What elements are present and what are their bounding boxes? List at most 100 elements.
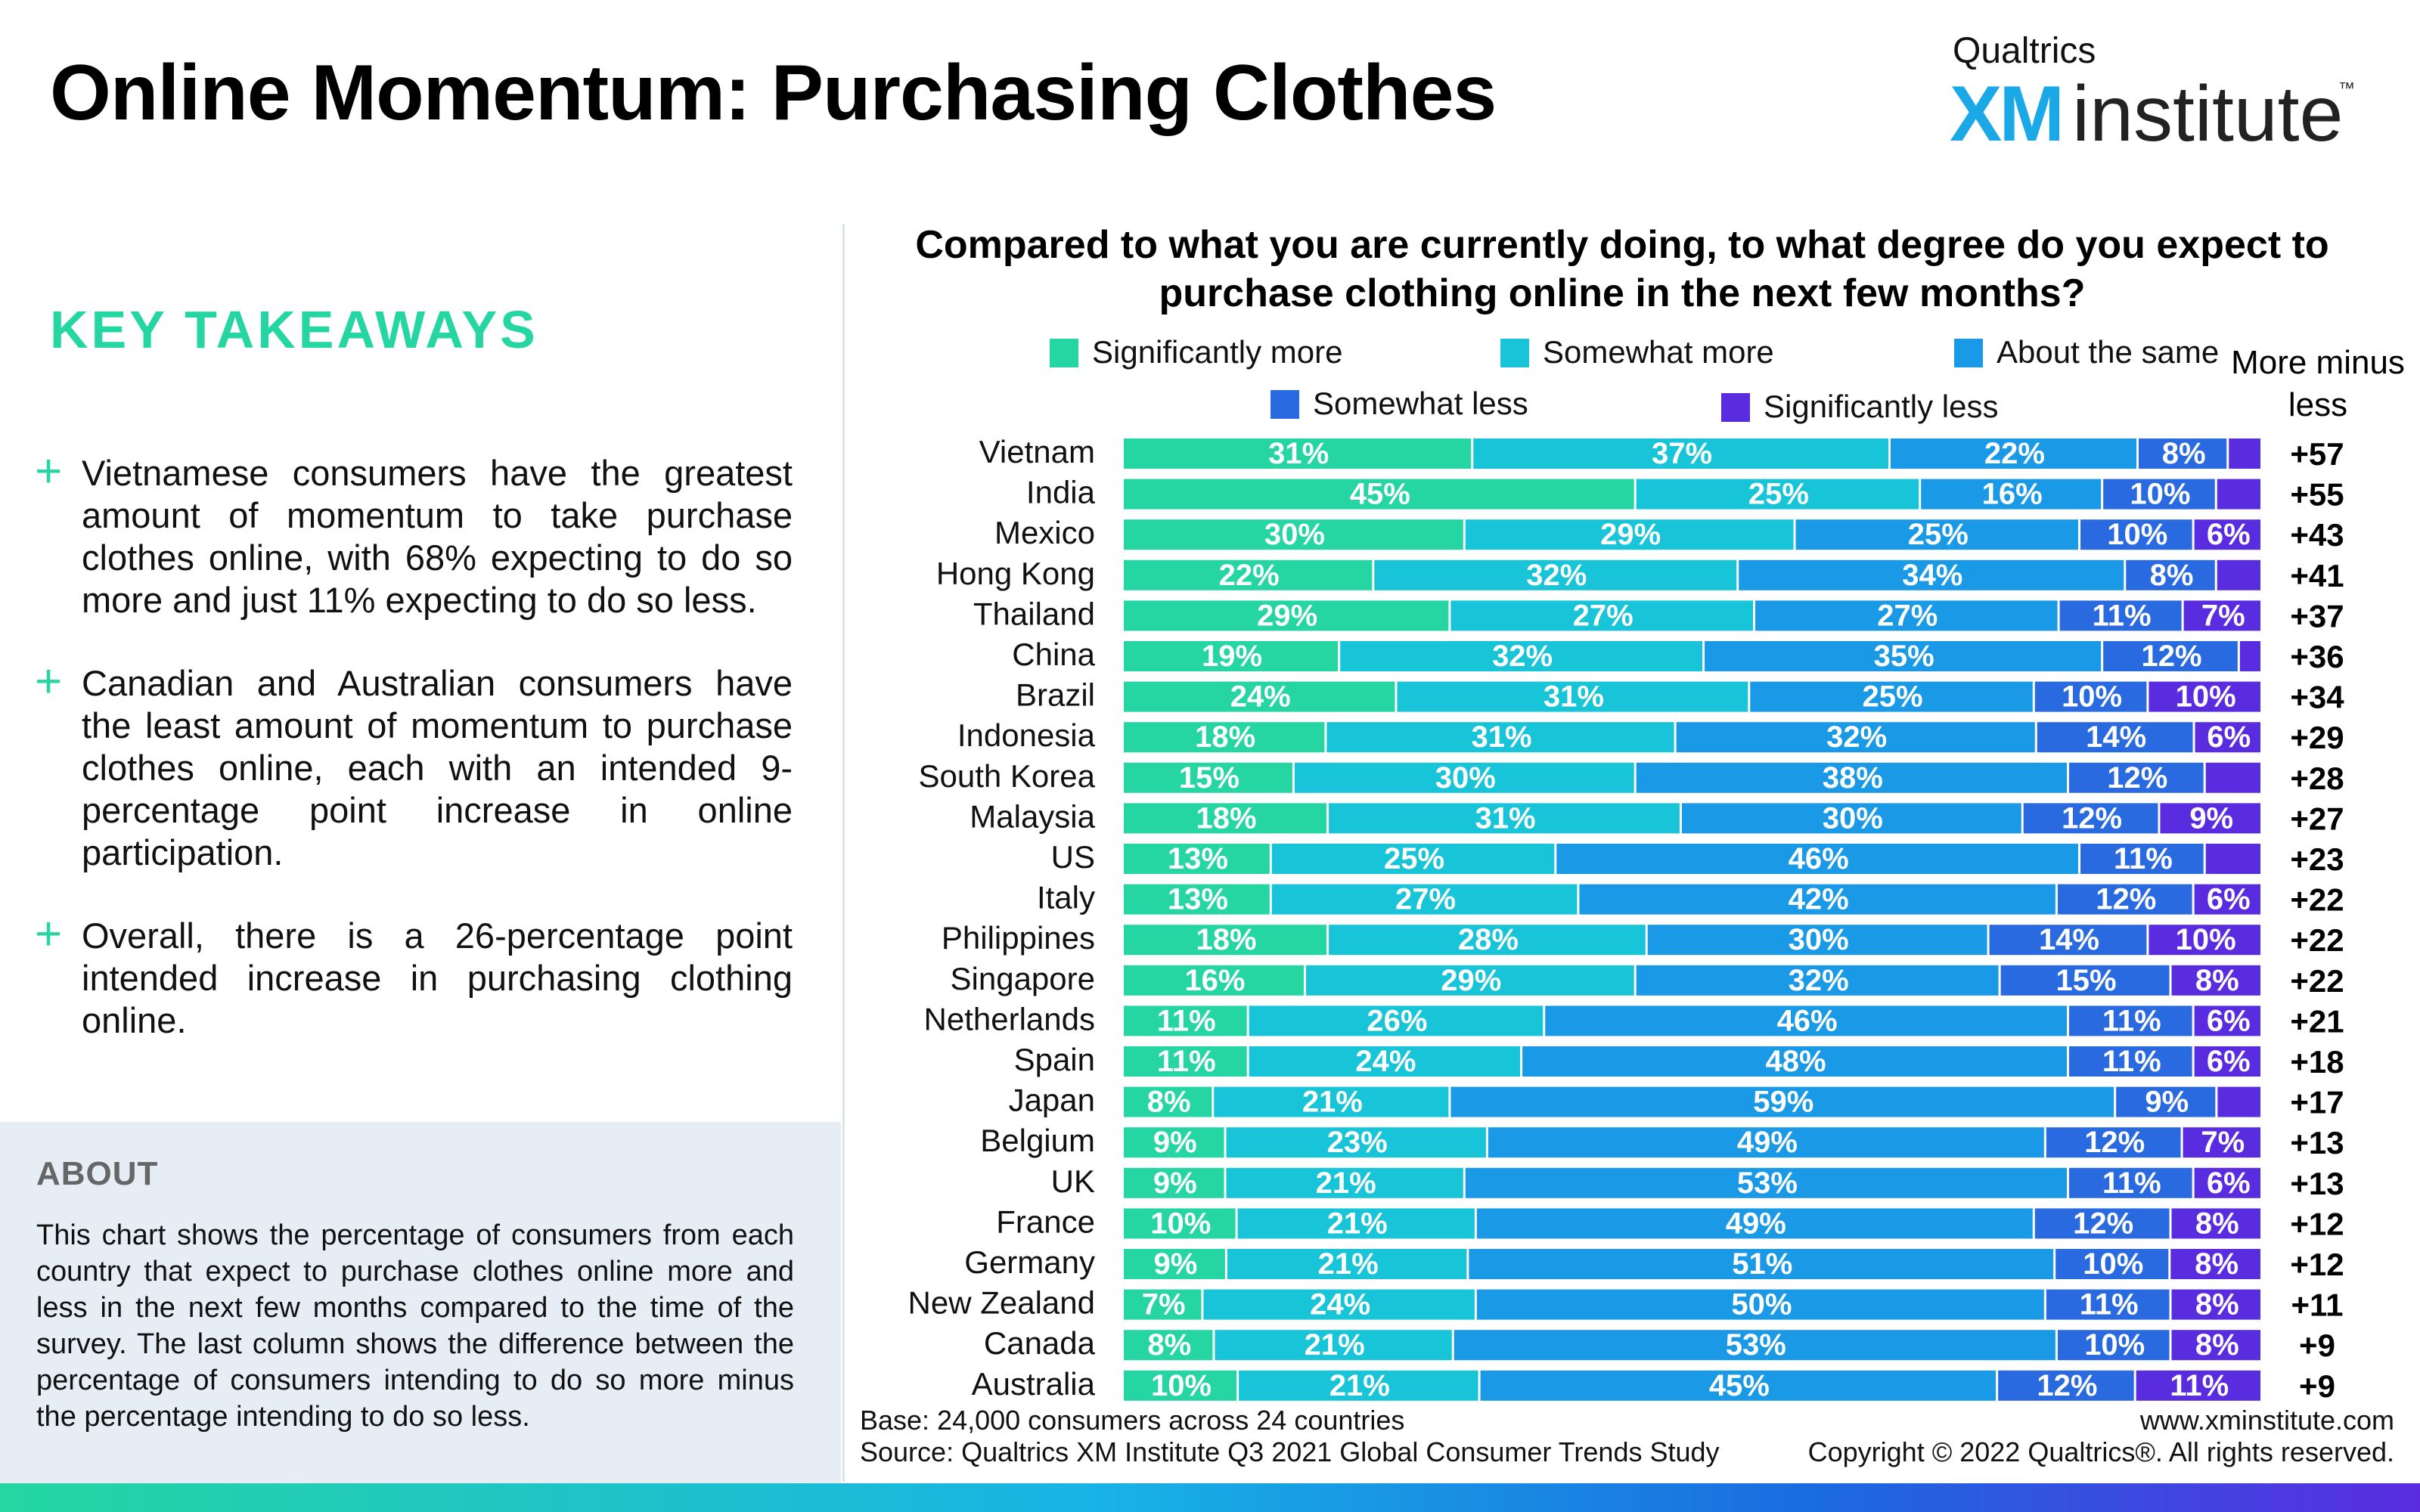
data-label: 12% [2141, 640, 2201, 673]
bar-segment [2080, 844, 2204, 874]
data-label: 18% [1195, 720, 1255, 754]
data-label: 22% [1219, 559, 1280, 592]
bar-segment [2068, 1046, 2192, 1077]
data-label: 32% [1492, 640, 1553, 673]
bar-segment [1469, 1249, 2054, 1279]
country-label: Japan [1009, 1083, 1095, 1118]
data-label: 11% [1157, 1004, 1216, 1037]
bar-segment [1465, 1167, 2067, 1198]
key-takeaways-panel: KEY TAKEAWAYS + Vietnamese consumers hav… [0, 204, 841, 1489]
data-label: 9% [2189, 801, 2233, 835]
net-value: +28 [2290, 761, 2344, 796]
net-value: +34 [2290, 680, 2344, 715]
data-label: 11% [2170, 1369, 2229, 1402]
bar-segment [1755, 600, 2058, 631]
data-label: 12% [2084, 1126, 2145, 1159]
bar-segment [1271, 844, 1555, 874]
bar-segment [2171, 1208, 2260, 1239]
data-label: 7% [2201, 599, 2245, 632]
panel-divider [842, 224, 845, 1482]
bar-segment [1480, 1370, 1996, 1401]
bar-segment [2194, 1005, 2260, 1036]
bar-segment [1124, 479, 1634, 510]
data-label: 13% [1168, 883, 1228, 916]
net-value: +57 [2290, 436, 2344, 472]
bar-segment [2194, 884, 2260, 915]
legend-swatch [1050, 339, 1078, 367]
data-label: 18% [1196, 801, 1257, 835]
logo-company: Qualtrics [1953, 31, 2096, 71]
net-value: +36 [2290, 639, 2344, 674]
bar-segment [1124, 925, 1327, 956]
bar-segment [2103, 641, 2238, 671]
country-label: Germany [964, 1244, 1095, 1280]
bar-segment [2068, 762, 2204, 793]
data-label: 14% [2039, 923, 2099, 956]
data-label: 53% [1737, 1167, 1798, 1200]
bar-segment [1124, 1370, 1237, 1401]
bar-segment [2239, 641, 2260, 671]
country-label: China [1012, 637, 1095, 672]
bar-segment [2136, 1370, 2260, 1401]
data-label: 29% [1441, 964, 1501, 997]
takeaway-text: Overall, there is a 26-percentage point … [82, 916, 793, 1040]
net-value: +55 [2290, 477, 2344, 513]
takeaway-item: + Canadian and Australian consumers have… [35, 655, 793, 874]
data-label: 25% [1863, 680, 1923, 714]
bar-segment [1750, 681, 2033, 712]
data-label: 13% [1168, 842, 1228, 875]
net-value: +11 [2291, 1287, 2344, 1323]
bar-segment [1124, 1127, 1224, 1158]
bar-segment [1124, 803, 1327, 834]
legend-swatch [1270, 390, 1299, 419]
bar-segment [1476, 1289, 2044, 1320]
plus-icon: + [35, 655, 63, 708]
bar-segment [2034, 681, 2147, 712]
bar-segment [1340, 641, 1703, 671]
bar-segment [1124, 1167, 1224, 1198]
bar-segment [1124, 762, 1292, 793]
data-label: 11% [2102, 1004, 2161, 1037]
bar-segment [1329, 925, 1646, 956]
bar-segment [1124, 600, 1449, 631]
bar-segment [1989, 925, 2147, 956]
bar-segment [1124, 1086, 1212, 1117]
data-label: 12% [2062, 801, 2122, 835]
bar-segment [1374, 559, 1737, 590]
chart-title: Compared to what you are currently doing… [915, 223, 2329, 315]
bar-segment [1921, 479, 2102, 510]
bar-segment [2194, 1167, 2260, 1198]
data-label: 8% [2195, 1288, 2239, 1321]
bar-segment [1226, 1127, 1486, 1158]
data-label: 27% [1877, 599, 1938, 632]
country-label: Netherlands [924, 1001, 1095, 1036]
data-label: 19% [1202, 640, 1262, 673]
bar-segment [1454, 1330, 2055, 1361]
bar-segment [2217, 559, 2260, 590]
country-label: Spain [1014, 1042, 1095, 1077]
net-value: +9 [2299, 1368, 2335, 1404]
bar-segment [2138, 438, 2227, 469]
about-box: ABOUT This chart shows the percentage of… [0, 1122, 841, 1485]
legend-label: Somewhat less [1313, 386, 1528, 421]
data-label: 11% [2102, 1045, 2161, 1078]
bar-segment [2160, 803, 2260, 834]
data-label: 12% [2107, 761, 2167, 795]
bar-segment [1795, 519, 2079, 550]
bar-segment [1124, 681, 1395, 712]
data-label: 38% [1823, 761, 1883, 795]
bar-segment [2080, 519, 2192, 550]
bar-segment [1271, 884, 1578, 915]
country-label: New Zealand [908, 1285, 1095, 1321]
net-value: +22 [2290, 882, 2344, 918]
website-link[interactable]: www.xminstitute.com [2139, 1405, 2394, 1436]
bar-segment [2194, 519, 2260, 550]
data-label: 23% [1327, 1126, 1388, 1159]
net-value: +41 [2290, 558, 2344, 593]
data-label: 31% [1544, 680, 1604, 714]
data-label: 46% [1789, 842, 1849, 875]
data-label: 30% [1789, 923, 1849, 956]
bar-segment [1522, 1046, 2067, 1077]
page-title: Online Momentum: Purchasing Clothes [50, 49, 1497, 137]
bar-segment [1203, 1289, 1475, 1320]
